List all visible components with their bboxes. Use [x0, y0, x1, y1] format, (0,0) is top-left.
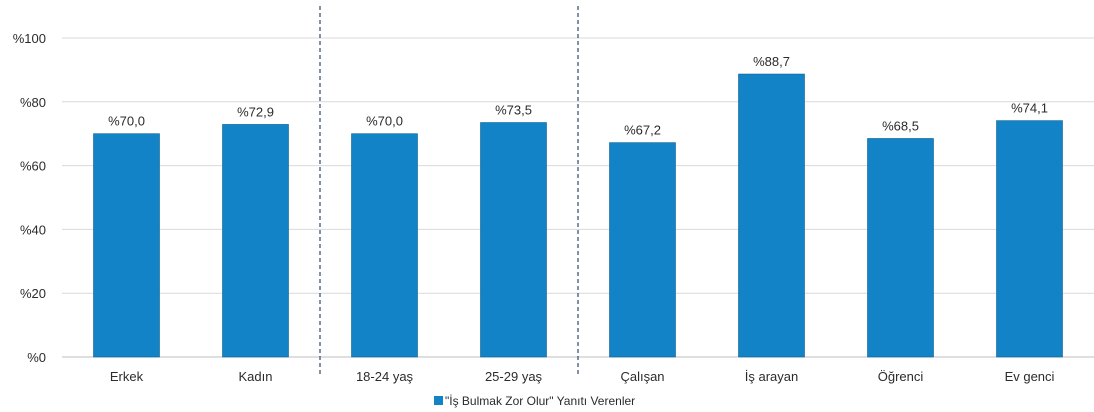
y-tick-label: %60 [20, 159, 46, 174]
bar [738, 73, 805, 358]
x-tick-label: Kadın [239, 369, 273, 384]
legend: "İş Bulmak Zor Olur" Yanıtı Verenler [434, 394, 635, 408]
data-label: %67,2 [624, 123, 661, 138]
bar [609, 142, 676, 358]
data-label: %74,1 [1011, 101, 1048, 116]
data-label: %88,7 [753, 54, 790, 69]
group-separators [319, 6, 579, 376]
x-tick-label: İş arayan [745, 369, 798, 384]
data-label: %72,9 [237, 104, 274, 119]
y-tick-label: %20 [20, 286, 46, 301]
data-label: %68,5 [882, 118, 919, 133]
bar [867, 138, 934, 358]
y-tick-label: %40 [20, 222, 46, 237]
y-axis: %0 %20 %40 %60 %80 %100 [13, 31, 46, 365]
data-labels: %70,0 %72,9 %70,0 %73,5 %67,2 %88,7 %68,5 %74,1 [108, 54, 1048, 138]
y-tick-label: %100 [13, 31, 46, 46]
data-label: %70,0 [108, 114, 145, 129]
y-tick-label: %0 [27, 350, 46, 365]
data-label: %70,0 [366, 114, 403, 129]
x-tick-label: Çalışan [620, 369, 664, 384]
bar [351, 133, 418, 358]
legend-swatch [434, 396, 443, 405]
bar [480, 122, 547, 358]
bars [93, 73, 1063, 358]
bar [996, 120, 1063, 358]
x-tick-label: 25-29 yaş [485, 369, 543, 384]
x-axis: Erkek Kadın 18-24 yaş 25-29 yaş Çalışan İş ar… [110, 369, 1055, 384]
y-tick-label: %80 [20, 95, 46, 110]
x-tick-label: 18-24 yaş [356, 369, 414, 384]
x-tick-label: Erkek [110, 369, 144, 384]
bar [93, 133, 160, 358]
legend-label: "İş Bulmak Zor Olur" Yanıtı Verenler [445, 394, 635, 408]
x-tick-label: Öğrenci [878, 369, 924, 384]
x-tick-label: Ev genci [1005, 369, 1055, 384]
bar [222, 124, 289, 358]
data-label: %73,5 [495, 103, 532, 118]
